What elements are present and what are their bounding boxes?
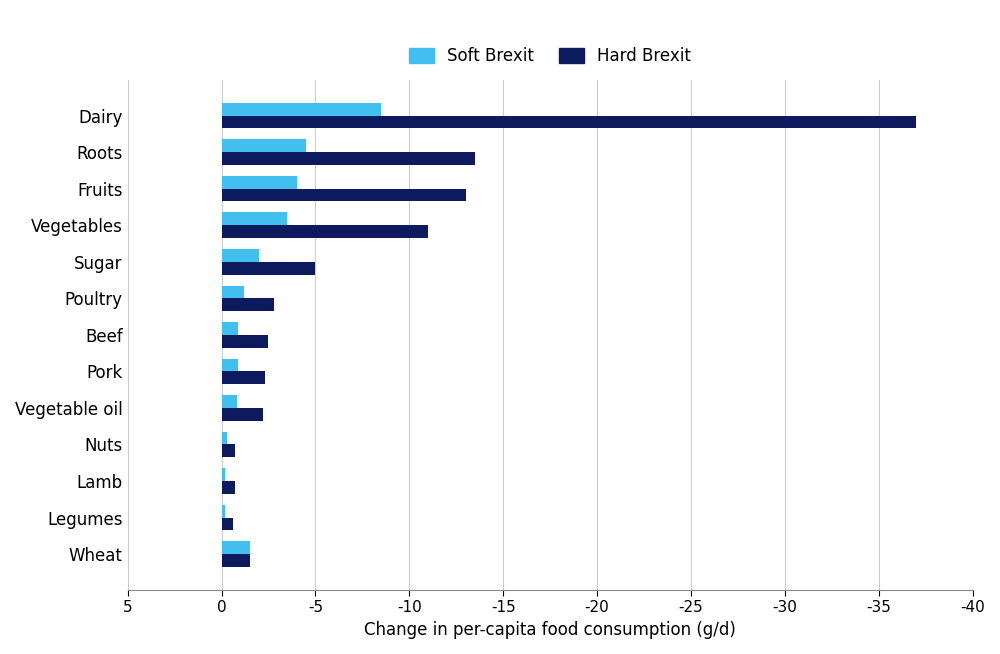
Bar — [222, 408, 263, 421]
Legend: Soft Brexit, Hard Brexit: Soft Brexit, Hard Brexit — [409, 47, 691, 65]
Bar — [222, 139, 306, 152]
Bar — [222, 322, 238, 335]
Bar — [222, 335, 268, 348]
Bar — [222, 432, 227, 445]
Bar — [222, 505, 225, 517]
Bar — [222, 554, 250, 567]
Bar — [222, 213, 287, 225]
Bar — [222, 517, 233, 530]
Bar — [222, 116, 916, 128]
Bar — [222, 103, 381, 116]
Bar — [222, 468, 225, 481]
Bar — [222, 225, 428, 238]
Bar — [222, 371, 265, 384]
Bar — [222, 481, 235, 494]
Bar — [222, 176, 297, 189]
X-axis label: Change in per-capita food consumption (g/d): Change in per-capita food consumption (g… — [364, 621, 736, 639]
Bar — [222, 445, 235, 457]
Bar — [222, 152, 475, 165]
Bar — [222, 395, 237, 408]
Bar — [222, 262, 315, 275]
Bar — [222, 298, 274, 311]
Bar — [222, 189, 466, 201]
Bar — [222, 542, 250, 554]
Bar — [222, 249, 259, 262]
Bar — [222, 286, 244, 298]
Bar — [222, 358, 238, 371]
